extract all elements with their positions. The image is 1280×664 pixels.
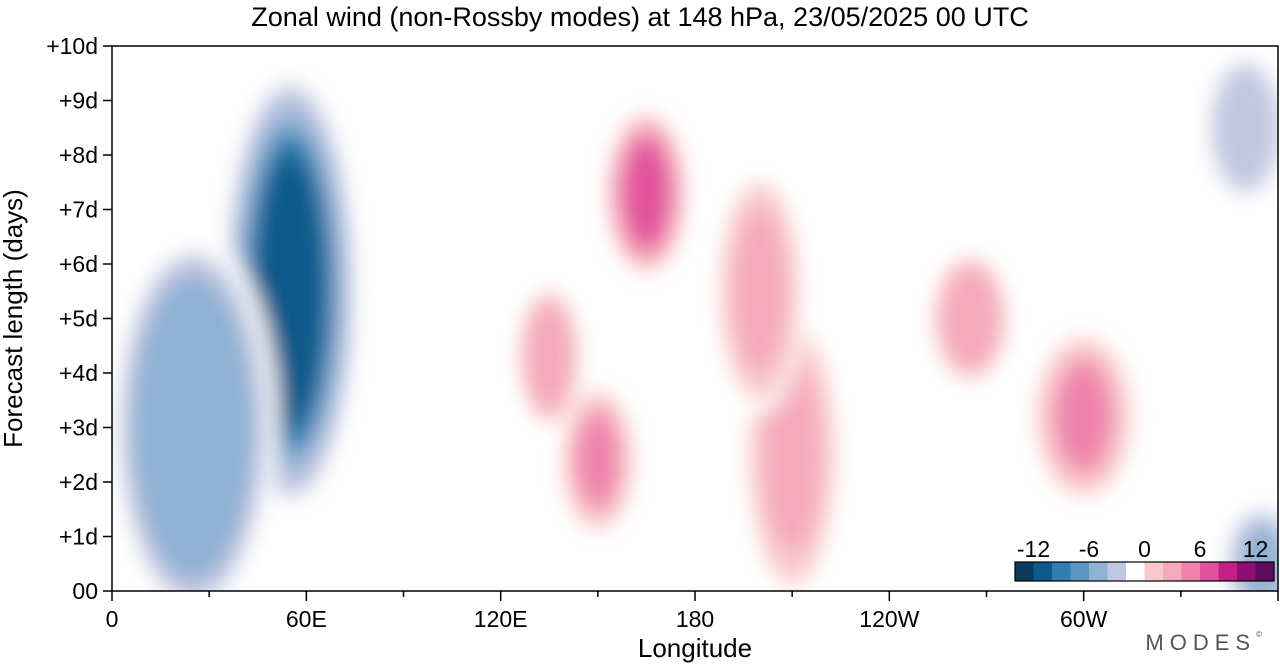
y-tick-label: +2d: [59, 469, 98, 495]
colorbar-legend: -12 -6 0 6 12: [1014, 536, 1275, 582]
x-tick-label: 120E: [474, 606, 528, 632]
x-axis: 0 60E 120E 180 120W 60W: [106, 591, 1279, 632]
x-tick-label: 180: [676, 606, 714, 632]
colorbar-swatch: [1126, 562, 1145, 581]
y-tick-label: +3d: [59, 415, 98, 441]
field-features: [112, 46, 1278, 591]
field-feature: [763, 356, 821, 553]
colorbar-swatch: [1181, 562, 1201, 581]
chart-title: Zonal wind (non-Rossby modes) at 148 hPa…: [251, 2, 1029, 32]
colorbar-swatch: [1200, 562, 1219, 581]
x-tick-label: 60E: [286, 606, 327, 632]
y-tick-label: +9d: [59, 88, 98, 114]
colorbar-tick-label: 12: [1243, 536, 1269, 562]
y-axis: 00 +1d +2d +3d +4d +5d +6d +7d +8d +9d +10d: [46, 33, 112, 604]
x-axis-label: Longitude: [638, 633, 752, 663]
colorbar-swatch: [1089, 562, 1108, 581]
y-tick-label: +10d: [46, 33, 98, 59]
watermark-text: MODES: [1145, 630, 1257, 655]
colorbar-swatch: [1033, 562, 1053, 581]
x-tick-label: 0: [106, 606, 119, 632]
colorbar-tick-label: -6: [1079, 536, 1099, 562]
field-feature: [624, 140, 669, 246]
field-feature: [578, 414, 618, 506]
y-tick-label: +1d: [59, 524, 98, 550]
y-tick-label: +5d: [59, 306, 98, 332]
colorbar-swatch: [1070, 562, 1090, 581]
field-feature: [946, 272, 995, 365]
x-tick-label: 60W: [1060, 606, 1108, 632]
y-tick-label: +8d: [59, 142, 98, 168]
field-feature: [144, 296, 242, 559]
field-feature: [1210, 62, 1278, 194]
colorbar-swatch: [1255, 562, 1275, 581]
field-feature: [529, 307, 569, 406]
modes-watermark: MODES©: [1145, 630, 1262, 656]
heatmap-field: [112, 46, 1278, 591]
y-tick-label: +4d: [59, 360, 98, 386]
colorbar-frame: [1014, 561, 1275, 582]
colorbar-tick-label: 6: [1194, 536, 1207, 562]
field-feature: [1057, 364, 1110, 469]
colorbar-swatch: [1052, 562, 1071, 581]
colorbar-swatch: [1237, 562, 1256, 581]
y-tick-label: +7d: [59, 197, 98, 223]
watermark-mark: ©: [1256, 630, 1262, 639]
y-axis-label: Forecast length (days): [0, 189, 28, 448]
y-tick-label: 00: [72, 578, 98, 604]
colorbar-swatch: [1163, 562, 1182, 581]
colorbar-tick-label: -12: [1017, 536, 1050, 562]
colorbar-swatch: [1218, 562, 1238, 581]
colorbar-swatch: [1015, 562, 1034, 581]
y-tick-label: +6d: [59, 251, 98, 277]
field-feature: [733, 209, 787, 373]
colorbar-swatch: [1144, 562, 1164, 581]
colorbar-swatch: [1107, 562, 1127, 581]
colorbar-tick-label: 0: [1138, 536, 1151, 562]
x-tick-label: 120W: [859, 606, 919, 632]
